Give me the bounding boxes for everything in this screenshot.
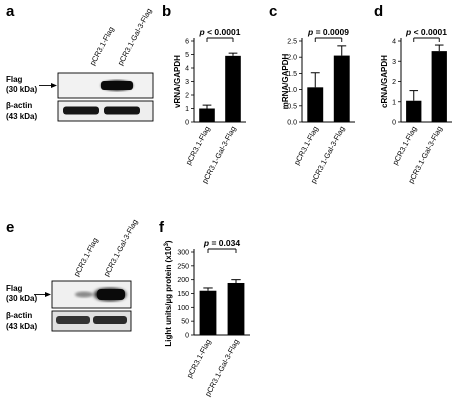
y-axis-label-text-d: cRNA/GAPDH (380, 55, 389, 108)
chart-f: f 0 50 100 150 200 250 300 Light units/µg protei… (159, 219, 250, 398)
y-tick-label-c-2: 1.0 (287, 87, 297, 94)
blot-label-flag-kda: (30 kDa) (6, 85, 37, 94)
significance-p-c: p (307, 27, 313, 37)
actin-band-1 (63, 106, 99, 115)
y-axis-label-text-b: vRNA/GAPDH (173, 55, 182, 108)
chart-c: c 0.0 0.5 1.0 1.5 2.0 2.5 mRNA/GAPDH pCR3.1-Flag… (269, 3, 355, 185)
significance-rest-f: = 0.034 (209, 238, 240, 248)
significance-rest-c: = 0.0009 (313, 27, 349, 37)
y-tick-label-f-2: 100 (177, 305, 189, 312)
flag-band-e-1 (75, 291, 93, 298)
y-tick-label-b-1: 1 (185, 106, 189, 113)
significance-label-f: p = 0.034 (203, 238, 240, 248)
flag-band-e-2-core (97, 289, 125, 300)
blot-label-actin-e: β-actin (6, 311, 32, 320)
blot-label-actin-kda: (43 kDa) (6, 112, 37, 121)
y-axis-label-b: vRNA/GAPDH (173, 55, 182, 108)
y-tick-label-f-5: 250 (177, 263, 189, 270)
panel-e: e pCR3.1-Flag pCR3.1-Gal-3-Flag Flag (30… (6, 218, 140, 332)
y-tick-label-b-3: 3 (185, 79, 189, 86)
y-axis-label-end-f: ) (164, 240, 173, 243)
y-tick-label-d-2: 2 (392, 79, 396, 86)
y-tick-label-b-0: 0 (185, 120, 189, 127)
category-label-f-0: pCR3.1-Flag (185, 338, 213, 380)
blot-label-actin: β-actin (6, 101, 32, 110)
bar-f-1 (227, 282, 245, 335)
panel-letter-c: c (269, 3, 277, 20)
panel-letter-f: f (159, 219, 165, 236)
arrow-flag-head-e (45, 292, 51, 297)
y-tick-label-d-0: 0 (392, 120, 396, 127)
actin-band-e-1 (56, 316, 90, 324)
actin-band-e-2 (93, 316, 127, 324)
chart-b: b0123456vRNA/GAPDHpCR3.1-FlagpCR3.1-Gal-… (162, 3, 246, 185)
category-label-d-0: pCR3.1-Flag (391, 125, 419, 167)
blot-label-flag-e: Flag (6, 284, 23, 293)
lane-label-1: pCR3.1-Flag (88, 25, 116, 67)
y-tick-label-b-5: 5 (185, 52, 189, 59)
lane-label-2: pCR3.1-Gal-3-Flag (116, 7, 154, 67)
y-tick-label-f-0: 0 (185, 333, 189, 340)
bar-b-1 (225, 55, 241, 122)
panel-letter-e: e (6, 219, 14, 236)
y-tick-label-b-2: 2 (185, 93, 189, 100)
y-axis-label-text-c: mRNA/GAPDH (281, 54, 290, 110)
y-axis-label-d: cRNA/GAPDH (380, 55, 389, 108)
y-tick-label-d-4: 4 (392, 39, 396, 46)
significance-rest-b: < 0.0001 (205, 27, 241, 37)
y-tick-label-d-3: 3 (392, 59, 396, 66)
chart-d: d01234cRNA/GAPDHpCR3.1-FlagpCR3.1-Gal-3-… (374, 3, 452, 185)
y-tick-label-c-5: 2.5 (287, 39, 297, 46)
blot-label-actin-kda-e: (43 kDa) (6, 322, 37, 331)
panel-letter-d: d (374, 3, 383, 20)
bar-c-1 (333, 55, 350, 122)
y-axis-label-f: Light units/µg protein (x103) (164, 240, 173, 347)
y-tick-label-f-3: 150 (177, 291, 189, 298)
y-tick-label-c-4: 2.0 (287, 55, 297, 62)
arrow-flag-head (51, 83, 57, 88)
y-axis-label-c: mRNA/GAPDH (281, 54, 290, 110)
bar-c-0 (307, 87, 324, 122)
y-tick-label-f-6: 300 (177, 250, 189, 257)
y-tick-label-c-3: 1.5 (287, 71, 297, 78)
actin-band-2 (104, 106, 140, 115)
category-label-c-0: pCR3.1-Flag (292, 125, 320, 167)
bar-charts: b0123456vRNA/GAPDHpCR3.1-FlagpCR3.1-Gal-… (159, 3, 452, 398)
flag-band-gal3-core (101, 81, 133, 90)
blot-label-flag: Flag (6, 75, 23, 84)
y-tick-label-f-1: 50 (181, 319, 189, 326)
panel-a: a pCR3.1-Flag pCR3.1-Gal-3-Flag Flag (30… (6, 3, 154, 122)
panel-letter-b: b (162, 3, 171, 20)
significance-p-d: p (405, 27, 411, 37)
bar-f-0 (199, 290, 217, 335)
significance-p-f: p (203, 238, 209, 248)
category-label-b-0: pCR3.1-Flag (184, 125, 212, 167)
lane-label-e-1: pCR3.1-Flag (72, 236, 100, 278)
blot-label-flag-kda-e: (30 kDa) (6, 294, 37, 303)
y-tick-label-c-1: 0.5 (287, 103, 297, 110)
bar-d-1 (431, 51, 447, 122)
bar-b-0 (199, 108, 215, 122)
y-tick-label-c-0: 0.0 (287, 120, 297, 127)
bar-d-0 (406, 100, 422, 122)
significance-label-c: p = 0.0009 (307, 27, 349, 37)
y-tick-label-d-1: 1 (392, 99, 396, 106)
significance-p-b: p (199, 27, 205, 37)
y-tick-label-f-4: 200 (177, 277, 189, 284)
y-tick-label-b-6: 6 (185, 39, 189, 46)
significance-rest-d: < 0.0001 (411, 27, 447, 37)
y-axis-label-text-f: Light units/µg protein (x10 (164, 246, 173, 347)
y-tick-label-b-4: 4 (185, 66, 189, 73)
panel-letter-a: a (6, 3, 15, 20)
y-axis-label-sup-f: 3 (164, 242, 170, 246)
lane-label-e-2: pCR3.1-Gal-3-Flag (102, 218, 140, 278)
significance-label-b: p < 0.0001 (199, 27, 241, 37)
significance-label-d: p < 0.0001 (405, 27, 447, 37)
